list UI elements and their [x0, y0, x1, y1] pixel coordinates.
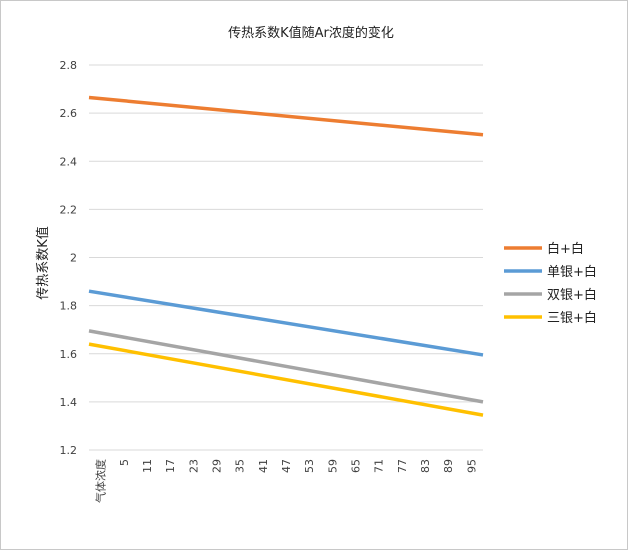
- x-tick-label: 95: [465, 459, 478, 473]
- y-axis-label: 传热系数K值: [35, 226, 51, 300]
- y-tick-label: 2.4: [60, 155, 78, 168]
- y-tick-label: 2.6: [60, 107, 78, 120]
- y-tick-label: 1.4: [60, 396, 78, 409]
- legend-label: 双银+白: [547, 287, 597, 303]
- x-tick-label: 65: [350, 459, 363, 473]
- x-tick-label: 17: [164, 459, 177, 473]
- legend: 白+白单银+白双银+白三银+白: [504, 241, 597, 326]
- series-line-2: [88, 289, 484, 357]
- series-line-3: [88, 329, 484, 404]
- legend-label: 三银+白: [547, 310, 597, 326]
- x-tick-label: 71: [373, 459, 386, 473]
- x-tick-label: 5: [118, 459, 131, 466]
- x-tick-label: 41: [257, 459, 270, 473]
- x-tick-label: 59: [326, 459, 339, 473]
- y-tick-label: 1.2: [60, 444, 78, 457]
- y-tick-label: 2: [70, 252, 77, 265]
- x-tick-label: 53: [303, 459, 316, 473]
- x-tick-label: 11: [141, 459, 154, 473]
- y-tick-label: 2.2: [60, 203, 78, 216]
- series-lines: [88, 95, 484, 417]
- series-line-4: [88, 342, 484, 417]
- legend-label: 白+白: [547, 241, 584, 257]
- x-tick-label: 23: [187, 459, 200, 473]
- x-tick-label: 35: [234, 459, 247, 473]
- series-line-1: [88, 95, 484, 137]
- x-tick-label: 47: [280, 459, 293, 473]
- x-tick-label: 77: [396, 459, 409, 473]
- x-tick-label: 89: [442, 459, 455, 473]
- gridlines: [89, 64, 483, 451]
- x-axis-ticks: 气体浓度 5 11 17 23 29 35 41 47 53 59 65 71 77 83 89 95: [94, 459, 479, 503]
- x-tick-label: 气体浓度: [94, 459, 108, 503]
- x-tick-label: 83: [419, 459, 432, 473]
- y-axis-ticks: 1.2 1.4 1.6 1.8 2 2.2 2.4 2.6 2.8: [60, 59, 78, 457]
- legend-label: 单银+白: [547, 264, 597, 280]
- y-tick-label: 1.6: [60, 348, 78, 361]
- chart-title: 传热系数K值随Ar浓度的变化: [228, 25, 394, 41]
- y-tick-label: 2.8: [60, 59, 78, 72]
- x-tick-label: 29: [210, 459, 223, 473]
- y-tick-label: 1.8: [60, 300, 78, 313]
